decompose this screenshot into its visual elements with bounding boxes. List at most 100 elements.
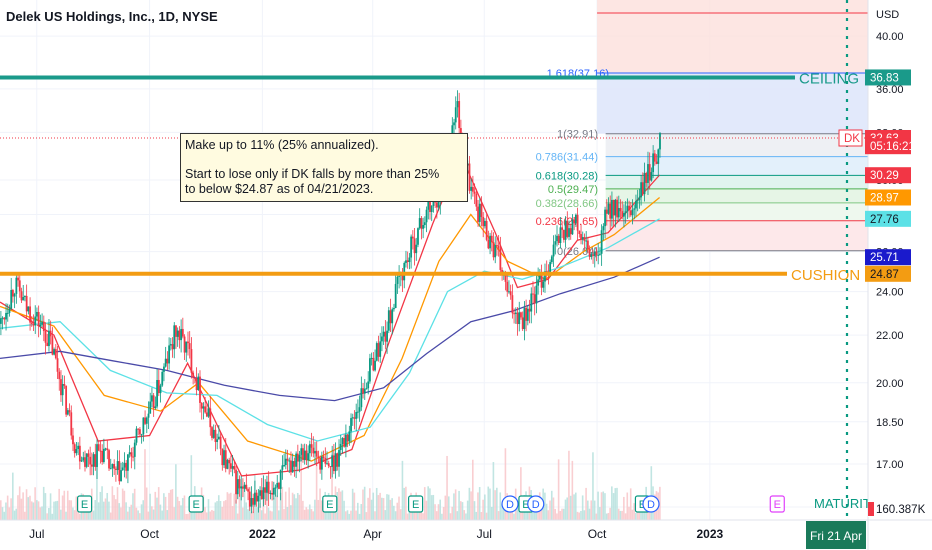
volume-bar	[173, 507, 175, 520]
volume-bar	[554, 508, 556, 520]
candle-body	[393, 307, 395, 310]
candle-body	[259, 490, 261, 496]
volume-bar	[394, 511, 397, 520]
candle-body	[554, 241, 557, 245]
candle-body	[284, 458, 287, 466]
candle-body	[459, 128, 462, 137]
candle-body	[389, 310, 392, 324]
volume-bar	[135, 507, 138, 520]
candle-body	[320, 456, 323, 470]
candle-body	[633, 208, 636, 210]
candle-body	[13, 293, 16, 297]
candle-body	[382, 331, 385, 337]
candle-body	[94, 454, 97, 467]
volume-bar	[405, 486, 407, 520]
candle-body	[39, 324, 42, 327]
volume-bar	[588, 508, 591, 520]
volume-bar	[61, 495, 64, 520]
candle-body	[89, 456, 92, 465]
price-badge-text-7: 24.87	[870, 269, 899, 281]
candle-body	[501, 269, 503, 274]
candle-body	[133, 442, 136, 457]
volume-bar	[480, 512, 483, 520]
volume-bar	[185, 513, 187, 520]
volume-bar	[1, 507, 4, 520]
candle-body	[612, 199, 615, 216]
x-tick-label: 2022	[249, 527, 276, 541]
volume-bar	[513, 513, 515, 520]
volume-bar	[499, 492, 502, 520]
volume-bar	[430, 495, 433, 520]
candle-body	[350, 418, 352, 432]
volume-bar	[284, 491, 287, 520]
volume-bar	[386, 494, 388, 520]
volume-bar	[465, 513, 467, 520]
candle-body	[276, 482, 279, 488]
candle-body	[369, 358, 371, 382]
annotation-note[interactable]: Make up to 11% (25% annualized). Start t…	[180, 133, 468, 202]
candle-body	[121, 467, 124, 471]
volume-bar	[181, 498, 184, 520]
event-label-3: E	[412, 499, 419, 511]
candle-body	[492, 242, 495, 258]
candle-body	[51, 336, 54, 355]
candle-body	[149, 401, 152, 414]
candle-body	[190, 349, 193, 373]
candle-body	[550, 256, 553, 263]
candle-body	[478, 203, 481, 222]
volume-bar	[362, 489, 364, 520]
candle-body	[123, 462, 126, 468]
price-badge-0	[865, 69, 911, 86]
candle-body	[128, 452, 131, 455]
candle-body	[219, 436, 222, 449]
fib-zone-extension	[597, 72, 868, 134]
volume-bar	[296, 492, 299, 520]
volume-bar	[92, 510, 95, 520]
volume-bar	[571, 460, 574, 520]
volume-bar	[461, 502, 464, 520]
volume-bar	[659, 486, 661, 520]
candle-body	[228, 459, 231, 464]
candle-body	[504, 272, 507, 282]
candle-body	[308, 444, 311, 454]
candle-body	[484, 220, 486, 227]
candle-body	[384, 331, 387, 342]
candle-body	[588, 249, 591, 257]
volume-bar	[449, 513, 452, 520]
candle-body	[638, 197, 641, 201]
candle-body	[200, 402, 203, 409]
candle-body	[240, 486, 243, 489]
volume-bar	[437, 504, 440, 520]
volume-bar	[180, 505, 182, 520]
volume-bar	[0, 500, 2, 520]
event-label-0: E	[81, 499, 88, 511]
volume-bar	[252, 511, 254, 520]
volume-bar	[238, 494, 241, 520]
volume-bar	[133, 488, 136, 520]
volume-bar	[358, 513, 361, 520]
volume-bar	[583, 510, 586, 520]
annotation-line-1: Make up to 11% (25% annualized).	[185, 138, 379, 152]
volume-bar	[382, 498, 385, 520]
candle-body	[92, 454, 95, 467]
volume-bar	[41, 506, 43, 520]
dividend-marker-8	[642, 495, 660, 513]
volume-bar	[614, 488, 617, 520]
candle-body	[144, 417, 146, 424]
volume-bar	[434, 504, 436, 520]
candle-body	[525, 307, 528, 321]
x-tick-label: Oct	[140, 527, 159, 541]
volume-bar	[111, 486, 114, 520]
volume-bar	[245, 502, 248, 520]
candle-body	[281, 465, 284, 470]
candle-body	[629, 210, 632, 216]
volume-bar	[487, 486, 490, 520]
candle-body	[454, 107, 457, 123]
candle-body	[27, 306, 30, 312]
candle-body	[470, 186, 473, 191]
candle-body	[317, 456, 320, 458]
candle-body	[137, 428, 140, 430]
volume-bar	[303, 509, 306, 520]
volume-bar	[387, 494, 390, 520]
